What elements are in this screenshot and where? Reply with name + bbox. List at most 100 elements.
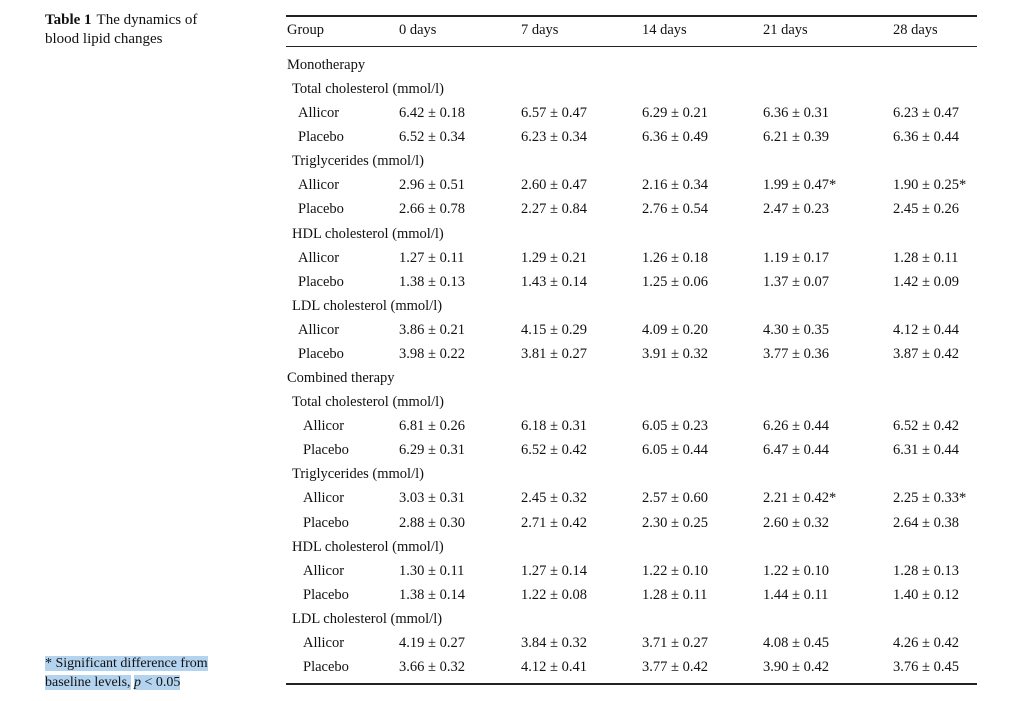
cell-value: 3.76 ± 0.45 [893,659,959,675]
cell-value: 6.52 ± 0.34 [399,129,465,146]
row-name: Allicor [303,634,345,651]
row-name: Allicor [298,321,340,338]
header-cell: 7 days [521,22,559,38]
row-name: Allicor [303,418,345,435]
cell-value: 2.96 ± 0.51 [399,177,465,194]
cell-value: 1.26 ± 0.18 [642,249,708,266]
cell-value: 3.98 ± 0.22 [399,345,465,362]
header-rule [286,46,977,47]
cell-value: 6.57 ± 0.47 [521,105,587,122]
cell-value: 1.30 ± 0.11 [399,562,465,579]
cell-value: 1.99 ± 0.47* [763,177,837,194]
cell-value: 2.57 ± 0.60 [642,490,708,507]
header-cell: 28 days [893,22,938,38]
section-label: LDL cholesterol (mmol/l) [292,297,443,314]
cell-value: 2.27 ± 0.84 [521,201,587,218]
cell-value: 4.19 ± 0.27 [399,634,465,651]
cell-value: 2.45 ± 0.26 [893,201,959,218]
cell-value: 3.81 ± 0.27 [521,345,587,362]
cell-value: 4.30 ± 0.35 [763,321,829,338]
cell-value: 1.43 ± 0.14 [521,273,587,290]
cell-value: 2.76 ± 0.54 [642,201,708,218]
section-label: Total cholesterol (mmol/l) [292,394,445,411]
header-cell: 21 days [763,22,808,38]
cell-value: 1.42 ± 0.09 [893,273,959,290]
cell-value: 2.60 ± 0.32 [763,514,829,531]
cell-value: 1.22 ± 0.10 [642,562,708,579]
row-name: Placebo [298,345,344,362]
caption-text: The dynamics of blood lipid changes [45,12,198,47]
group-label: Combined therapy [287,370,395,387]
cell-value: 3.84 ± 0.32 [521,634,587,651]
group-label: Monotherapy [287,57,366,73]
cell-value: 3.77 ± 0.42 [642,659,708,675]
cell-value: 6.52 ± 0.42 [893,418,959,435]
row-name: Allicor [303,490,345,507]
cell-value: 2.88 ± 0.30 [399,514,465,531]
cell-value: 1.29 ± 0.21 [521,249,587,266]
row-name: Placebo [303,586,349,603]
cell-value: 1.44 ± 0.11 [763,586,829,603]
cell-value: 1.25 ± 0.06 [642,273,708,290]
row-name: Allicor [303,562,345,579]
cell-value: 6.36 ± 0.49 [642,129,708,146]
cell-value: 6.29 ± 0.21 [642,105,708,122]
cell-value: 1.37 ± 0.07 [763,273,829,290]
cell-value: 6.18 ± 0.31 [521,418,587,435]
cell-value: 6.81 ± 0.26 [399,418,465,435]
cell-value: 2.66 ± 0.78 [399,201,465,218]
cell-value: 3.71 ± 0.27 [642,634,708,651]
cell-value: 6.21 ± 0.39 [763,129,829,146]
cell-value: 3.86 ± 0.21 [399,321,465,338]
cell-value: 1.19 ± 0.17 [763,249,829,266]
cell-value: 6.31 ± 0.44 [893,442,959,459]
footnote-p: p [134,675,142,690]
cell-value: 6.23 ± 0.34 [521,129,587,146]
header-cell: 14 days [642,22,687,38]
cell-value: 6.36 ± 0.44 [893,129,959,146]
cell-value: 4.15 ± 0.29 [521,321,587,338]
caption-label: Table 1 [45,12,92,28]
section-label: Triglycerides (mmol/l) [292,153,424,170]
cell-value: 3.90 ± 0.42 [763,659,829,675]
section-label: LDL cholesterol (mmol/l) [292,610,443,627]
cell-value: 1.38 ± 0.14 [399,586,465,603]
cell-value: 6.47 ± 0.44 [763,442,829,459]
row-name: Allicor [298,249,340,266]
cell-value: 2.30 ± 0.25 [642,514,708,531]
cell-value: 6.29 ± 0.31 [399,442,465,459]
bottom-rule [286,683,977,685]
cell-value: 4.12 ± 0.44 [893,321,959,338]
row-name: Allicor [298,105,340,122]
section-label: Triglycerides (mmol/l) [292,466,424,483]
footnote: * Significant difference from baseline l… [45,654,245,692]
cell-value: 6.36 ± 0.31 [763,105,829,122]
header-cell: 0 days [399,22,437,38]
section-label: Total cholesterol (mmol/l) [292,81,445,98]
row-name: Placebo [298,273,344,290]
section-label: HDL cholesterol (mmol/l) [292,538,444,555]
cell-value: 2.16 ± 0.34 [642,177,708,194]
cell-value: 6.42 ± 0.18 [399,105,465,122]
cell-value: 2.21 ± 0.42* [763,490,837,507]
cell-value: 1.28 ± 0.11 [893,249,959,266]
cell-value: 1.22 ± 0.08 [521,586,587,603]
cell-value: 3.66 ± 0.32 [399,659,465,675]
cell-value: 6.05 ± 0.44 [642,442,708,459]
cell-value: 2.47 ± 0.23 [763,201,829,218]
cell-value: 2.45 ± 0.32 [521,490,587,507]
top-rule [286,15,977,17]
cell-value: 4.12 ± 0.41 [521,659,587,675]
cell-value: 1.38 ± 0.13 [399,273,465,290]
row-name: Placebo [298,201,344,218]
cell-value: 2.60 ± 0.47 [521,177,587,194]
row-name: Placebo [303,659,349,675]
footnote-rest: < 0.05 [144,675,181,690]
cell-value: 4.26 ± 0.42 [893,634,959,651]
cell-value: 1.27 ± 0.11 [399,249,465,266]
cell-value: 3.77 ± 0.36 [763,345,829,362]
cell-value: 2.25 ± 0.33* [893,490,967,507]
row-name: Placebo [303,514,349,531]
row-name: Placebo [298,129,344,146]
